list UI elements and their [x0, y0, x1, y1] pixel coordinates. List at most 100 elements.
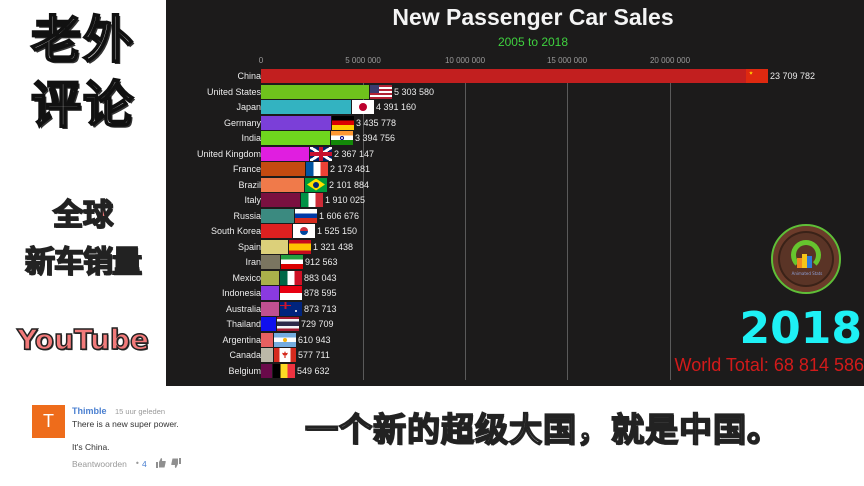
overlay-title-line2: 评论	[30, 75, 135, 135]
comment-text-line1: There is a new super power.	[72, 419, 179, 429]
bar-row-spain: Spain 1 321 438	[166, 239, 864, 254]
bar	[261, 69, 746, 83]
bar-row-united-kingdom: United Kingdom 2 367 147	[166, 146, 864, 161]
italy-flag-icon	[301, 193, 323, 207]
reply-button[interactable]: Beantwoorden	[72, 459, 127, 469]
bar	[261, 332, 273, 347]
indonesia-flag-icon	[280, 286, 302, 300]
bar-label: Canada	[229, 350, 261, 360]
comment-timestamp[interactable]: 15 uur geleden	[115, 407, 166, 416]
bar-row-belgium: Belgium 549 632	[166, 363, 864, 378]
bar-label: Germany	[223, 117, 261, 128]
left-overlay-panel: 老外 评论 全球 新车销量 YouTube	[0, 0, 166, 390]
bar	[261, 146, 309, 161]
bar-row-united-states: United States 5 303 580	[166, 84, 864, 99]
uk-flag-icon	[310, 146, 332, 161]
bar-value: 1 910 025	[325, 195, 366, 205]
current-year: 2018	[739, 303, 862, 354]
overlay-title-line1: 老外	[30, 10, 135, 70]
bar-value: 3 394 756	[355, 133, 396, 143]
overlay-subtitle-line1: 全球	[52, 197, 114, 234]
bar-label: United Kingdom	[196, 148, 261, 159]
bar-row-italy: Italy 1 910 025	[166, 193, 864, 207]
comment-author[interactable]: Thimble	[72, 406, 107, 416]
bar-value: 2 173 481	[330, 164, 371, 174]
bar-label: Indonesia	[221, 288, 261, 298]
bar	[261, 363, 272, 378]
x-tick-0: 0	[258, 56, 264, 65]
bar-value: 23 709 782	[770, 71, 816, 81]
bar-label: Russia	[233, 210, 261, 221]
bar-row-india: India 3 394 756	[166, 131, 864, 145]
bar-row-indonesia: Indonesia 878 595	[166, 286, 864, 300]
x-tick-5m: 5 000 000	[345, 56, 381, 65]
bar-value: 1 321 438	[313, 241, 354, 252]
germany-flag-icon	[332, 115, 354, 130]
argentina-flag-icon	[274, 332, 296, 347]
bar-label: Brazil	[238, 179, 261, 190]
chart-title: New Passenger Car Sales	[392, 4, 674, 30]
x-tick-10m: 10 000 000	[444, 56, 486, 65]
bar	[261, 239, 288, 254]
bar-value: 1 525 150	[317, 226, 358, 236]
bar-row-australia: Australia 873 713	[166, 301, 864, 316]
thailand-flag-icon	[277, 317, 299, 331]
japan-flag-icon	[352, 100, 374, 114]
gridline-5m	[363, 70, 364, 380]
bar-row-russia: Russia 1 606 676	[166, 208, 864, 223]
overlay-platform: YouTube	[16, 322, 149, 357]
bar-value: 878 595	[304, 288, 337, 298]
iran-flag-icon	[281, 255, 303, 269]
bar	[261, 286, 279, 300]
spain-flag-icon	[289, 239, 311, 254]
world-total: World Total: 68 814 586	[674, 355, 864, 375]
chinese-caption: 一个新的超级大国，就是中国。	[304, 409, 781, 450]
separator: •	[135, 459, 140, 468]
bar-label: Spain	[237, 241, 261, 252]
bar-row-thailand: Thailand 729 709	[166, 317, 864, 331]
gridline-10m	[465, 70, 466, 380]
bar-label: Mexico	[232, 272, 261, 283]
bar	[261, 224, 292, 238]
bar	[261, 162, 305, 176]
bar-value: 577 711	[298, 350, 330, 360]
mexico-flag-icon	[280, 270, 302, 285]
bar	[261, 301, 279, 316]
bar-label: Italy	[244, 195, 261, 205]
like-count: 4	[142, 459, 147, 469]
bar	[261, 177, 304, 192]
bar-label: Iran	[245, 257, 261, 267]
bar-row-south-korea: South Korea 1 525 150	[166, 224, 864, 238]
bar-value: 4 391 160	[376, 102, 417, 112]
bar-value: 549 632	[297, 365, 330, 376]
bar-label: Japan	[236, 102, 261, 112]
south-korea-flag-icon	[293, 224, 315, 238]
bar-value: 873 713	[304, 303, 337, 314]
bar-row-iran: Iran 912 563	[166, 255, 864, 269]
bar	[261, 208, 294, 223]
india-flag-icon	[331, 131, 353, 145]
bar-value: 2 367 147	[334, 148, 375, 159]
overlay-subtitle-line2: 新车销量	[24, 244, 143, 281]
bar-value: 912 563	[305, 257, 338, 267]
bar-label: United States	[206, 86, 261, 97]
bar-value: 1 606 676	[319, 210, 360, 221]
russia-flag-icon	[295, 208, 317, 223]
bar-value: 729 709	[301, 319, 334, 329]
bar-row-france: France 2 173 481	[166, 162, 864, 176]
bar-value: 883 043	[304, 272, 337, 283]
avatar[interactable]: T	[32, 405, 65, 438]
youtube-comment: T Thimble 15 uur geleden There is a new …	[32, 405, 282, 475]
chart-subtitle: 2005 to 2018	[497, 35, 569, 49]
thumbs-up-icon[interactable]	[156, 458, 166, 468]
logo-arc	[791, 240, 821, 270]
bar	[261, 317, 276, 331]
bar-row-canada: Canada 577 711	[166, 348, 864, 362]
thumbs-down-icon[interactable]	[171, 458, 181, 468]
bar	[261, 100, 351, 114]
gridline-20m	[670, 70, 671, 380]
bar-label: Belgium	[228, 365, 261, 376]
australia-flag-icon	[280, 301, 302, 316]
bar-row-china: China 23 709 782	[166, 69, 864, 83]
bar-row-germany: Germany 3 435 778	[166, 115, 864, 130]
